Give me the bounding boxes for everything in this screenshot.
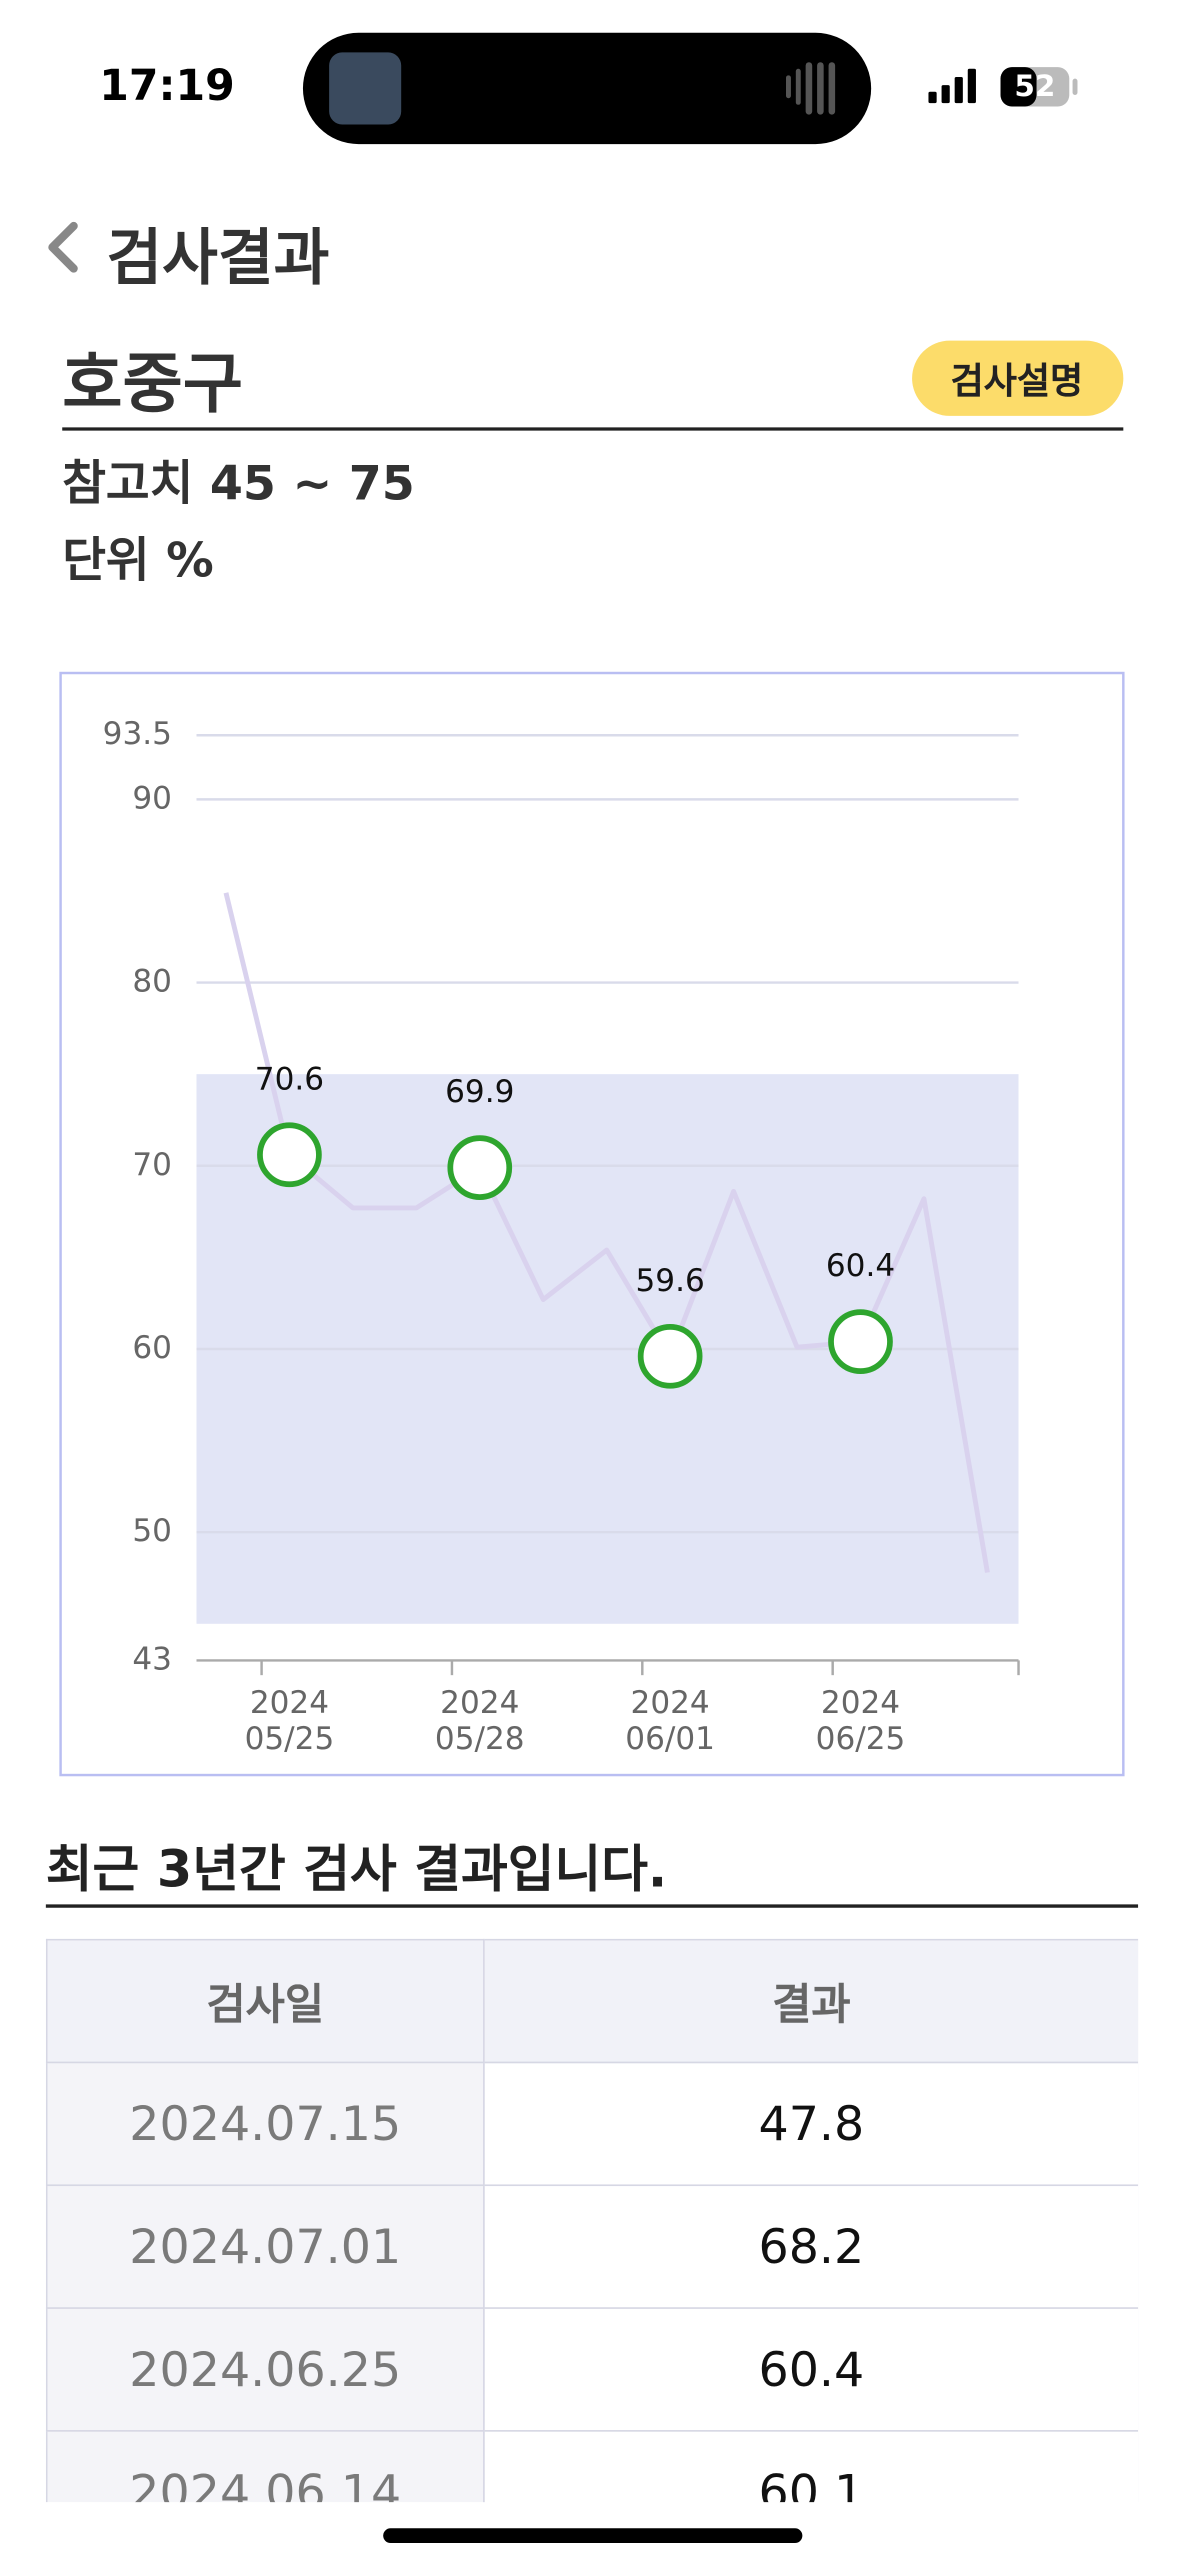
point-marker: [257, 1122, 322, 1188]
reference-range: 참고치 45 ~ 75: [62, 455, 415, 511]
table-row: 2024.06.25 60.4: [45, 2307, 1139, 2432]
table-title: 최근 3년간 검사 결과입니다.: [45, 1840, 668, 1900]
result-cell: 60.4: [483, 2307, 1139, 2432]
y-tick-label: 43: [132, 1641, 172, 1677]
y-tick-label: 60: [132, 1330, 172, 1366]
chart: 43 50 60 70 80 90 93.5 70.6 69.9 59.6 60.4: [103, 716, 1020, 1677]
unit: 단위 %: [62, 532, 214, 588]
header-row: 검사일 결과: [45, 1938, 1139, 2064]
page-title: 검사결과: [106, 222, 330, 294]
explain-button[interactable]: 검사설명: [950, 361, 1084, 403]
x-tick-label: 2024 06/25: [815, 1684, 906, 1758]
home-indicator: [383, 2528, 803, 2544]
date-cell: 2024.06.25: [45, 2307, 485, 2432]
explain-button-bg[interactable]: [912, 340, 1124, 416]
table-body: 2024.07.15 47.8 2024.07.01 68.2 2024.06.25 60…: [45, 2061, 1139, 2503]
value-label: 60.4: [826, 1248, 895, 1284]
battery-level: [1000, 67, 1037, 107]
point-marker: [828, 1309, 893, 1374]
album-art: [329, 52, 402, 125]
audio-wave: [786, 62, 836, 115]
battery-percent: 52: [1014, 69, 1056, 104]
dynamic-island: [302, 32, 872, 145]
value-label: 59.6: [636, 1263, 705, 1299]
y-tick-label: 93.5: [103, 716, 172, 752]
test-name: 호중구: [62, 347, 244, 423]
column-header: 결과: [483, 1938, 1139, 2064]
battery-tip: [1072, 78, 1078, 95]
result-cell: 60.1: [483, 2430, 1139, 2503]
y-tick-label: 50: [132, 1513, 172, 1549]
x-tick-label: 2024 05/25: [244, 1684, 335, 1758]
signal: [928, 68, 976, 104]
y-tick-label: 90: [132, 780, 172, 816]
table: 검사일 결과 2024.07.15 47.8 2024.07.01 68.2 2024.0…: [45, 1938, 1139, 2503]
table-row: 2024.07.01 68.2: [45, 2184, 1139, 2309]
y-tick-label: 70: [132, 1147, 172, 1183]
date-cell: 2024.07.01: [45, 2184, 485, 2309]
x-tick-label: 2024 05/28: [434, 1684, 525, 1758]
table-row: 2024.06.14 60.1: [45, 2430, 1139, 2503]
date-cell: 2024.06.14: [45, 2430, 485, 2503]
result-cell: 47.8: [483, 2061, 1139, 2187]
value-label: 70.6: [255, 1061, 324, 1097]
result-cell: 68.2: [483, 2184, 1139, 2309]
status-time: 17:19: [99, 62, 235, 112]
point-marker: [447, 1135, 513, 1200]
column-header: 검사일: [45, 1938, 485, 2064]
back-button[interactable]: [48, 221, 78, 273]
table-row: 2024.07.15 47.8: [45, 2061, 1139, 2187]
point-marker: [637, 1323, 703, 1389]
date-cell: 2024.07.15: [45, 2061, 485, 2187]
x-tick-label: 2024 06/01: [625, 1684, 715, 1758]
y-tick-label: 80: [132, 964, 172, 1000]
value-label: 69.9: [445, 1074, 514, 1110]
result-table: 검사일 결과 2024.07.15 47.8 2024.07.01 68.2 2024.0…: [45, 1938, 1139, 2503]
